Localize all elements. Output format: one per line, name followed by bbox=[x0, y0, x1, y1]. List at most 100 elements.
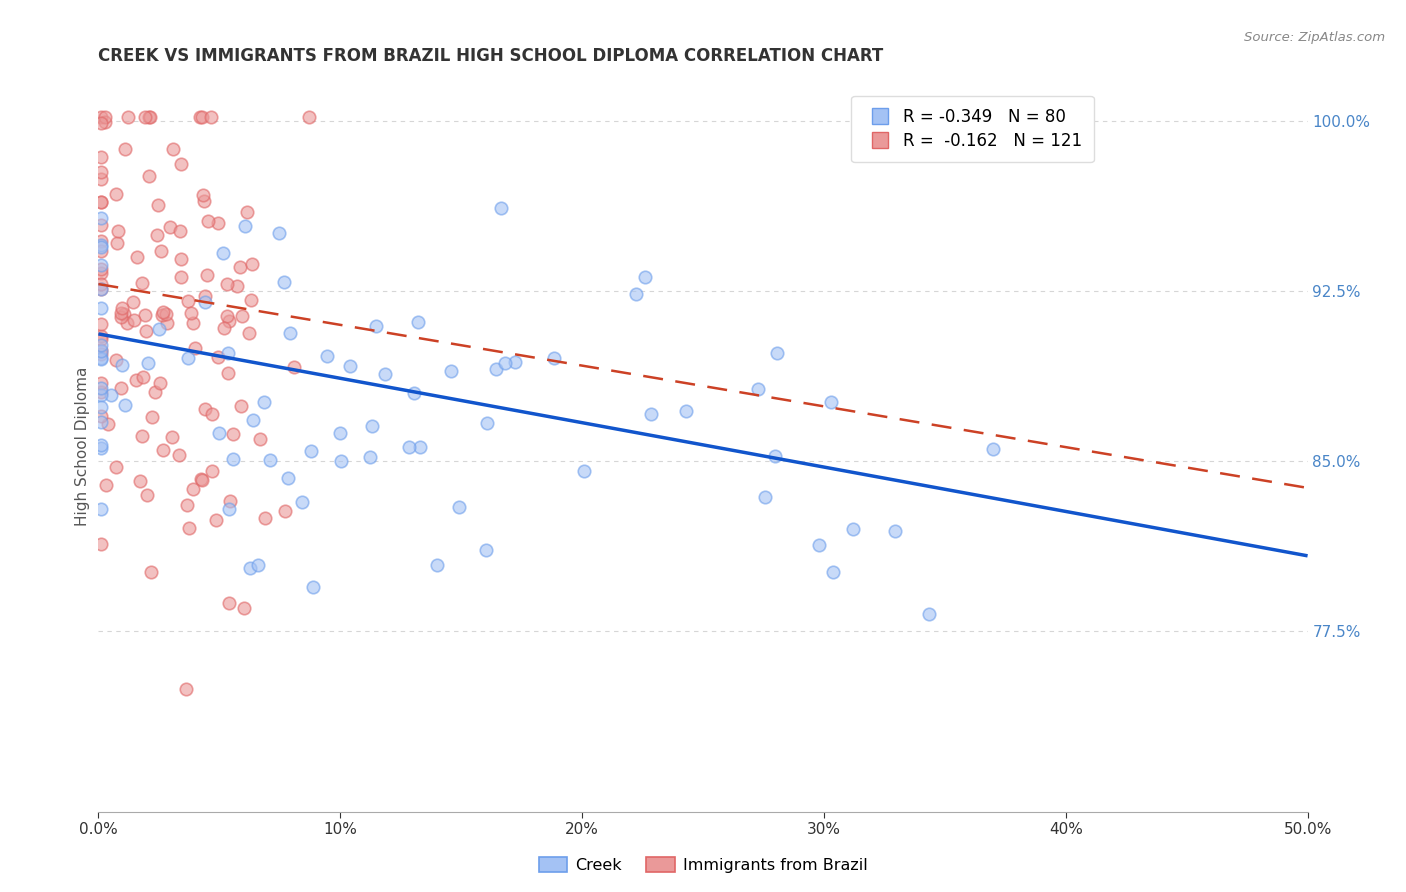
Point bbox=[239, 561, 262, 575]
Point bbox=[110, 310, 132, 324]
Point bbox=[624, 287, 647, 301]
Point bbox=[90, 267, 112, 281]
Point bbox=[259, 452, 281, 467]
Point bbox=[105, 186, 128, 201]
Point bbox=[747, 382, 769, 396]
Point bbox=[280, 326, 302, 341]
Point bbox=[90, 165, 112, 179]
Point bbox=[240, 293, 263, 307]
Point bbox=[90, 388, 112, 402]
Point bbox=[215, 277, 238, 291]
Point bbox=[215, 310, 238, 324]
Point bbox=[190, 472, 212, 486]
Point bbox=[90, 329, 112, 343]
Point bbox=[93, 114, 115, 128]
Point bbox=[90, 442, 112, 456]
Point bbox=[191, 110, 214, 124]
Point bbox=[207, 350, 229, 364]
Point bbox=[765, 346, 787, 360]
Point bbox=[90, 277, 112, 292]
Point bbox=[426, 558, 449, 572]
Point bbox=[842, 522, 865, 536]
Point bbox=[207, 216, 229, 230]
Point bbox=[193, 194, 215, 208]
Point bbox=[100, 388, 122, 402]
Point bbox=[273, 275, 295, 289]
Point bbox=[247, 558, 270, 573]
Point bbox=[253, 395, 276, 409]
Point bbox=[111, 358, 134, 372]
Point bbox=[90, 347, 112, 361]
Point bbox=[408, 315, 430, 329]
Point bbox=[146, 228, 169, 243]
Point bbox=[105, 235, 128, 250]
Point bbox=[218, 494, 240, 508]
Point bbox=[90, 244, 112, 258]
Point bbox=[160, 429, 183, 443]
Point bbox=[359, 450, 381, 465]
Point bbox=[132, 370, 155, 384]
Point bbox=[232, 601, 254, 615]
Text: CREEK VS IMMIGRANTS FROM BRAZIL HIGH SCHOOL DIPLOMA CORRELATION CHART: CREEK VS IMMIGRANTS FROM BRAZIL HIGH SCH… bbox=[98, 47, 883, 65]
Point bbox=[274, 504, 297, 518]
Point bbox=[277, 471, 299, 485]
Point bbox=[150, 308, 173, 322]
Point bbox=[90, 211, 112, 225]
Point bbox=[440, 364, 463, 378]
Point bbox=[134, 110, 156, 124]
Point bbox=[675, 404, 697, 418]
Point bbox=[249, 432, 271, 446]
Point bbox=[127, 250, 149, 264]
Point bbox=[221, 427, 243, 442]
Point bbox=[176, 294, 198, 309]
Point bbox=[90, 110, 112, 124]
Point bbox=[90, 400, 112, 414]
Point bbox=[110, 306, 132, 320]
Point bbox=[90, 171, 112, 186]
Point bbox=[136, 356, 159, 370]
Point bbox=[152, 305, 174, 319]
Point bbox=[115, 316, 138, 330]
Legend: R = -0.349   N = 80, R =  -0.162   N = 121: R = -0.349 N = 80, R = -0.162 N = 121 bbox=[851, 96, 1094, 162]
Point bbox=[200, 110, 222, 124]
Point bbox=[981, 442, 1004, 457]
Point bbox=[218, 502, 240, 516]
Point bbox=[90, 237, 112, 252]
Point bbox=[162, 141, 184, 155]
Point bbox=[475, 542, 498, 557]
Point bbox=[138, 110, 160, 124]
Point bbox=[90, 351, 112, 365]
Point bbox=[485, 362, 508, 376]
Point bbox=[183, 482, 205, 496]
Point bbox=[231, 399, 253, 413]
Point bbox=[90, 116, 112, 130]
Point bbox=[299, 444, 322, 458]
Point bbox=[114, 142, 136, 156]
Y-axis label: High School Diploma: High School Diploma bbox=[75, 367, 90, 525]
Point bbox=[135, 324, 157, 338]
Point bbox=[170, 252, 193, 266]
Point bbox=[194, 288, 217, 302]
Point bbox=[360, 419, 382, 434]
Point bbox=[90, 317, 112, 331]
Point bbox=[90, 301, 112, 315]
Point bbox=[217, 346, 239, 360]
Point bbox=[494, 356, 516, 370]
Point bbox=[283, 360, 305, 375]
Point bbox=[90, 332, 112, 346]
Point bbox=[94, 110, 117, 124]
Point bbox=[447, 500, 470, 514]
Point bbox=[402, 386, 425, 401]
Point bbox=[820, 394, 842, 409]
Point bbox=[180, 306, 202, 320]
Point bbox=[195, 268, 218, 282]
Point bbox=[131, 428, 153, 442]
Point bbox=[236, 205, 259, 219]
Point bbox=[90, 337, 112, 351]
Point bbox=[134, 308, 156, 322]
Point bbox=[112, 307, 135, 321]
Point bbox=[475, 416, 498, 430]
Point bbox=[90, 501, 112, 516]
Point bbox=[218, 313, 240, 327]
Point bbox=[191, 473, 214, 487]
